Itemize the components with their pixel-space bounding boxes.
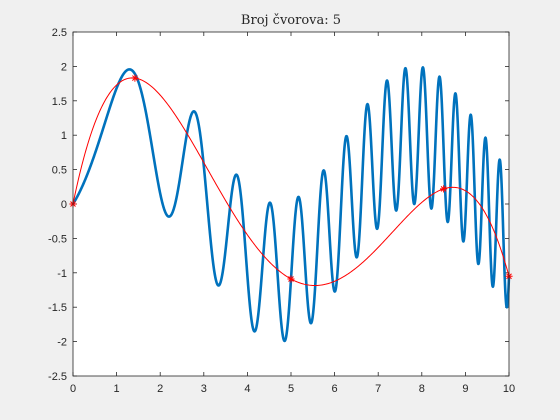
x-tick-label: 1 xyxy=(114,383,120,395)
y-tick-label: -1.5 xyxy=(48,302,67,314)
y-tick-label: -1 xyxy=(57,268,67,280)
x-tick-label: 8 xyxy=(419,383,425,395)
x-tick-label: 9 xyxy=(462,383,468,395)
y-tick-label: 0 xyxy=(61,199,67,211)
ticks-layer: 0 1 2 3 4 5 6 7 8 9 10 2.5 2 1.5 1 0.5 0 -0.5 -1 -1.5 -2 -2.5 xyxy=(48,27,515,395)
y-tick-label: 1 xyxy=(61,130,67,142)
node-marker-stroke xyxy=(288,276,294,282)
y-tick-label: -2 xyxy=(57,337,67,349)
x-tick-label: 10 xyxy=(503,383,515,395)
x-tick-label: 4 xyxy=(244,383,250,395)
chart-title: Broj čvorova: 5 xyxy=(241,13,341,28)
y-tick-label: 2.5 xyxy=(52,27,67,39)
x-tick-label: 7 xyxy=(375,383,381,395)
plot-area xyxy=(73,32,509,376)
y-tick-label: 1.5 xyxy=(52,96,67,108)
node-marker xyxy=(131,74,139,82)
node-marker xyxy=(440,185,448,193)
node-marker xyxy=(287,275,295,283)
y-tick-label: 0.5 xyxy=(52,165,67,177)
x-tick-label: 6 xyxy=(332,383,338,395)
x-tick-label: 2 xyxy=(157,383,163,395)
x-tick-label: 3 xyxy=(201,383,207,395)
node-marker-stroke xyxy=(132,75,138,81)
x-tick-label: 5 xyxy=(288,383,294,395)
y-tick-label: 2 xyxy=(61,61,67,73)
node-marker-stroke xyxy=(440,185,447,192)
plot-frame xyxy=(72,31,510,377)
x-tick-label: 0 xyxy=(70,383,76,395)
y-tick-label: -2.5 xyxy=(48,371,67,383)
y-tick-label: -0.5 xyxy=(48,233,67,245)
